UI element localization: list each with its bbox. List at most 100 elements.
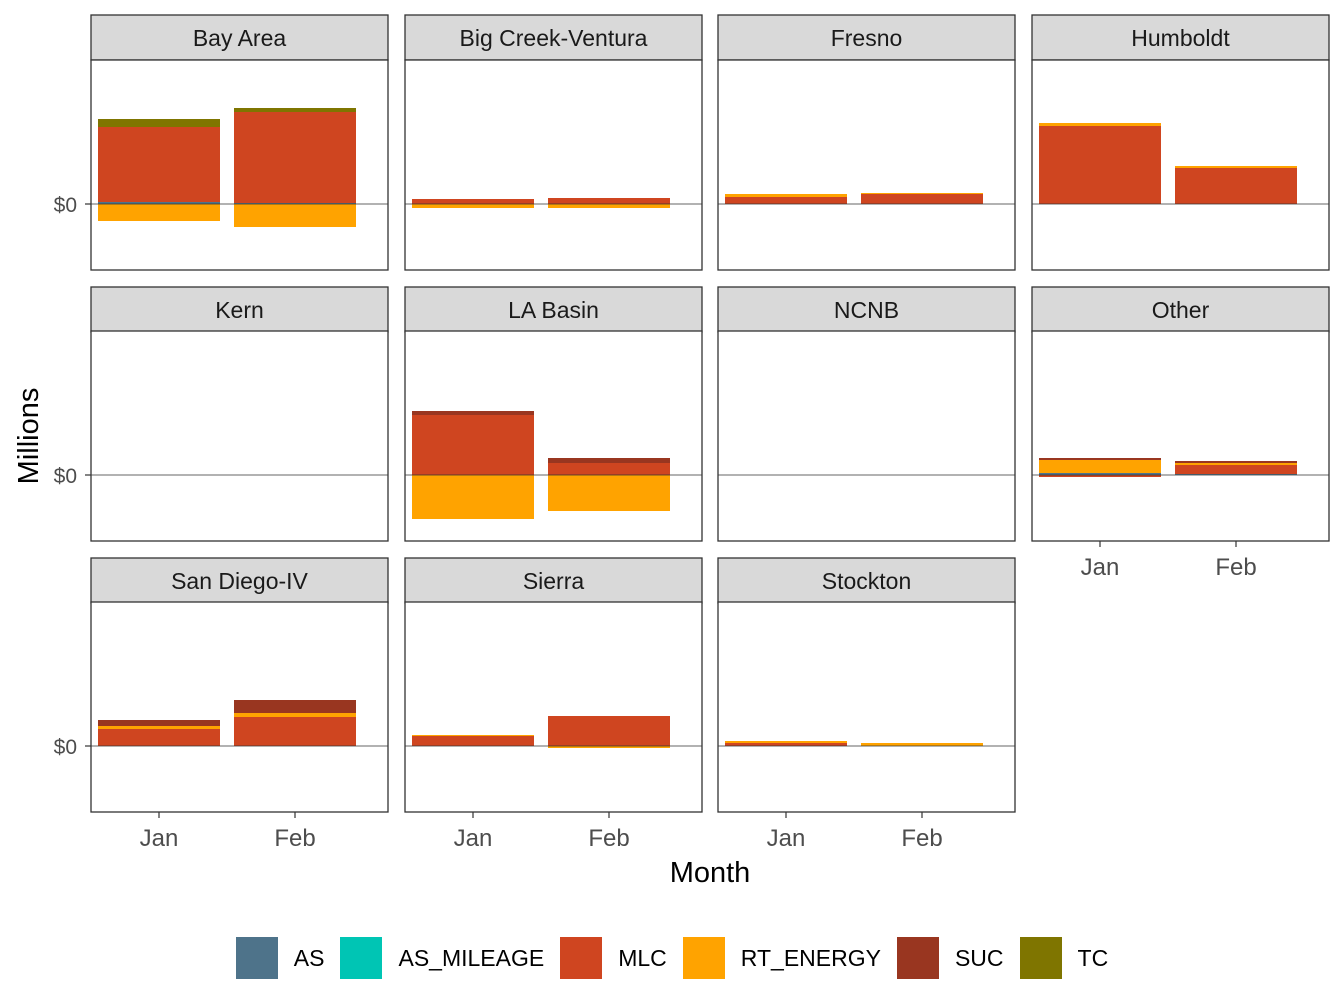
strip-label-ncnb: NCNB: [834, 297, 899, 323]
legend-key-tc: [1019, 937, 1062, 979]
strip-stockton: [717, 557, 1016, 604]
panel-bg-sierra: [405, 602, 702, 812]
strip-label-sierra: Sierra: [523, 568, 585, 594]
strip-other: [1031, 286, 1330, 333]
panel-bg-kern: [91, 331, 388, 541]
bar-bay-area-jan-tc: [98, 119, 220, 127]
x-tick-label-stockton-feb: Feb: [901, 825, 942, 852]
legend-key-suc: [896, 937, 939, 979]
strip-label-bay-area: Bay Area: [193, 25, 287, 51]
bar-sierra-jan-mlc: [412, 736, 534, 746]
faceted-bar-chart: Millions Month Bay Area $0 Big Creek-Ventu…: [13, 14, 1330, 889]
panel-bg-other: [1032, 331, 1329, 541]
strip-kern: [90, 286, 389, 333]
x-axis-title: Month: [670, 857, 751, 889]
bar-big-creek-ventura-feb-rt-energy: [548, 204, 670, 208]
bar-humboldt-jan-mlc: [1039, 126, 1161, 204]
y-axis-title: Millions: [13, 388, 45, 485]
legend-label-rt-energy: RT_ENERGY: [740, 944, 881, 971]
strip-fresno: [717, 14, 1016, 61]
panel-border-big-creek-ventura: [404, 59, 703, 271]
bar-humboldt-feb-mlc: [1175, 168, 1297, 204]
legend-item-as: AS: [235, 937, 325, 979]
panel-bg-ncnb: [718, 331, 1015, 541]
legend-item-tc: TC: [1019, 937, 1109, 979]
legend-label-as-mileage: AS_MILEAGE: [398, 944, 545, 971]
strip-sierra: [404, 557, 703, 604]
panel-bg-stockton: [718, 602, 1015, 812]
bar-san-diego-iv-feb-mlc: [234, 717, 356, 746]
strip-label-san-diego-iv: San Diego-IV: [171, 568, 308, 594]
bar-big-creek-ventura-feb-mlc: [548, 198, 670, 204]
panel-border-la-basin: [404, 330, 703, 542]
bar-bay-area-jan-as: [98, 202, 220, 204]
x-tick-label-san-diego-iv-feb: Feb: [274, 825, 315, 852]
bar-big-creek-ventura-jan-rt-energy: [412, 204, 534, 208]
panel-border-kern: [90, 330, 389, 542]
legend-label-as: AS: [293, 944, 325, 971]
strip-ncnb: [717, 286, 1016, 333]
bar-other-feb-rt-energy: [1175, 463, 1297, 465]
legend: AS AS_MILEAGE MLC RT_ENERGY SUC TC: [0, 928, 1344, 988]
strip-label-la-basin: LA Basin: [508, 297, 599, 323]
legend-key-mlc: [560, 937, 603, 979]
strip-label-stockton: Stockton: [822, 568, 912, 594]
bar-bay-area-feb-rt-energy: [234, 204, 356, 227]
strip-bay-area: [90, 14, 389, 61]
legend-item-suc: SUC: [896, 937, 1004, 979]
bar-other-jan-suc: [1039, 458, 1161, 460]
strip-label-big-creek-ventura: Big Creek-Ventura: [460, 25, 648, 51]
bar-sierra-jan-rt-energy: [412, 735, 534, 736]
y-tick-label-bay-area: $0: [54, 194, 77, 217]
legend-label-mlc: MLC: [618, 944, 667, 971]
bar-humboldt-jan-rt-energy: [1039, 123, 1161, 126]
bar-la-basin-jan-rt-energy: [412, 475, 534, 519]
bar-san-diego-iv-jan-mlc: [98, 729, 220, 746]
bar-la-basin-feb-suc: [548, 458, 670, 463]
bar-san-diego-iv-jan-rt-energy: [98, 726, 220, 729]
bar-humboldt-feb-rt-energy: [1175, 166, 1297, 168]
bar-stockton-jan-rt-energy: [725, 741, 847, 743]
x-tick-label-stockton-jan: Jan: [767, 825, 806, 852]
y-tick-label-kern: $0: [54, 465, 77, 488]
bar-stockton-feb-rt-energy: [861, 743, 983, 746]
bar-la-basin-jan-mlc: [412, 415, 534, 475]
x-tick-label-sierra-jan: Jan: [454, 825, 493, 852]
bar-sierra-feb-rt-energy: [548, 746, 670, 748]
legend-item-as-mileage: AS_MILEAGE: [340, 937, 544, 979]
bar-other-feb-suc: [1175, 461, 1297, 463]
strip-label-humboldt: Humboldt: [1131, 25, 1230, 51]
bar-other-jan-mlc: [1039, 475, 1161, 477]
x-tick-label-sierra-feb: Feb: [588, 825, 629, 852]
bar-other-jan-as: [1039, 473, 1161, 475]
legend-key-as: [235, 937, 278, 979]
strip-san-diego-iv: [90, 557, 389, 604]
bar-other-feb-as: [1175, 474, 1297, 475]
bar-bay-area-feb-tc: [234, 108, 356, 112]
y-tick-label-san-diego-iv: $0: [54, 736, 77, 759]
bar-la-basin-jan-suc: [412, 411, 534, 415]
panel-bg-big-creek-ventura: [405, 60, 702, 270]
legend-item-mlc: MLC: [560, 937, 667, 979]
legend-label-tc: TC: [1077, 944, 1109, 971]
panel-border-bay-area: [90, 59, 389, 271]
strip-la-basin: [404, 286, 703, 333]
panel-border-fresno: [717, 59, 1016, 271]
bar-san-diego-iv-feb-rt-energy: [234, 713, 356, 717]
legend-key-as-mileage: [340, 937, 383, 979]
panel-bg-fresno: [718, 60, 1015, 270]
bar-la-basin-feb-mlc: [548, 463, 670, 475]
x-tick-label-san-diego-iv-jan: Jan: [140, 825, 179, 852]
bar-bay-area-jan-mlc: [98, 127, 220, 202]
bar-bay-area-feb-mlc: [234, 112, 356, 203]
bar-la-basin-feb-rt-energy: [548, 475, 670, 511]
panel-border-sierra: [404, 601, 703, 813]
bar-bay-area-feb-as: [234, 203, 356, 204]
bar-fresno-jan-mlc: [725, 197, 847, 204]
panel-border-other: [1031, 330, 1330, 542]
bar-fresno-feb-rt-energy: [861, 193, 983, 194]
strip-label-other: Other: [1152, 297, 1210, 323]
bar-san-diego-iv-jan-suc: [98, 720, 220, 726]
bar-fresno-feb-mlc: [861, 194, 983, 204]
legend-key-rt-energy: [682, 937, 725, 979]
